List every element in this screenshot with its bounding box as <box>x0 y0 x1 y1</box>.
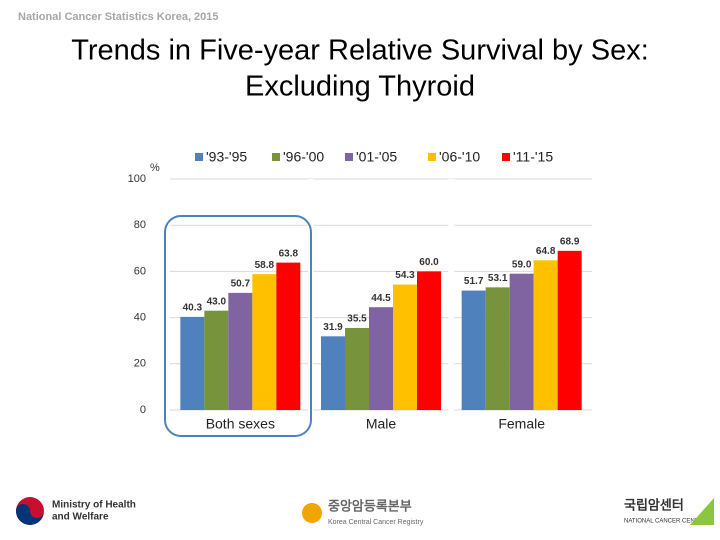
value-label: 31.9 <box>323 322 343 333</box>
bar <box>393 284 417 410</box>
legend-label: '96-'00 <box>283 149 324 165</box>
legend-label: '11-'15 <box>513 149 553 165</box>
emblem <box>16 504 44 525</box>
y-tick-label: 100 <box>128 173 146 185</box>
value-label: 35.5 <box>347 314 367 325</box>
bar <box>321 336 345 410</box>
footer-text: 국립암센터 <box>624 497 684 512</box>
y-tick-label: 40 <box>134 312 146 324</box>
value-label: 64.8 <box>536 246 556 257</box>
value-label: 43.0 <box>207 296 227 307</box>
bar <box>180 316 205 410</box>
group-gap <box>448 179 455 412</box>
bar <box>417 271 441 410</box>
bar <box>228 292 253 410</box>
value-label: 68.9 <box>560 236 580 247</box>
value-label: 60.0 <box>419 257 439 268</box>
bar <box>345 327 369 410</box>
legend-swatch <box>428 153 436 161</box>
x-tick-label: Both sexes <box>206 416 275 432</box>
logo <box>690 498 714 525</box>
value-label: 53.1 <box>488 273 508 284</box>
bar <box>485 287 510 410</box>
bar <box>533 260 558 410</box>
value-label: 59.0 <box>512 259 532 270</box>
value-label: 51.7 <box>464 276 484 287</box>
x-tick-label: Female <box>498 416 545 432</box>
legend-swatch <box>345 153 353 161</box>
legend-swatch <box>195 153 203 161</box>
bar <box>461 290 486 410</box>
footer-text: and Welfare <box>52 512 109 523</box>
legend-label: '01-'05 <box>356 149 397 165</box>
footer-text: NATIONAL CANCER CENTER <box>624 519 707 525</box>
value-label: 44.5 <box>371 293 391 304</box>
bar <box>276 262 301 410</box>
bar <box>204 310 229 410</box>
plot: 0 20 40 60 80 100 '93-'95 '96-'00 '01-'05 '06-'10… <box>128 149 592 432</box>
footer-text: Ministry of Health <box>52 500 136 511</box>
y-tick-label: 60 <box>134 265 146 277</box>
legend-swatch <box>272 153 280 161</box>
bar <box>509 273 534 410</box>
y-tick-label: 20 <box>134 358 146 370</box>
chart-title: Trends in Five-year Relative Survival by… <box>71 35 649 67</box>
legend-label: '93-'95 <box>206 149 247 165</box>
legend-label: '06-'10 <box>439 149 480 165</box>
legend-swatch <box>502 153 510 161</box>
value-label: 54.3 <box>395 270 415 281</box>
value-label: 40.3 <box>183 303 203 314</box>
highlight-box <box>164 215 312 437</box>
value-label: 58.8 <box>255 260 275 271</box>
y-tick-label: 0 <box>140 404 146 416</box>
header: National Cancer Statistics Korea, 2015 <box>18 11 219 23</box>
y-unit: % <box>150 162 160 174</box>
footer: Ministry of Health and Welfare 중앙암등록본부 K… <box>16 497 714 526</box>
chart-title: Excluding Thyroid <box>245 71 475 103</box>
bar <box>369 307 393 410</box>
logo <box>302 503 322 523</box>
value-label: 50.7 <box>231 279 251 290</box>
value-label: 63.8 <box>279 248 299 259</box>
y-tick-label: 80 <box>134 219 146 231</box>
footer-text: Korea Central Cancer Registry <box>328 519 424 526</box>
bar <box>557 250 582 410</box>
bar <box>252 274 277 410</box>
x-tick-label: Male <box>366 416 397 432</box>
footer-text: 중앙암등록본부 <box>328 498 412 513</box>
